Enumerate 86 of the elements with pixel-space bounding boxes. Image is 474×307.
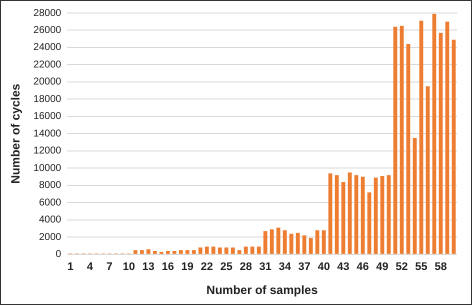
bar [250, 246, 254, 254]
y-tick-label: 2000 [38, 232, 62, 243]
bar [146, 249, 150, 254]
bar [334, 175, 339, 254]
y-tick-label: 24000 [33, 42, 62, 54]
x-tick-label: 28 [240, 261, 252, 274]
x-tick-label: 49 [376, 261, 388, 274]
bar [140, 250, 144, 254]
bar [282, 230, 287, 254]
x-tick-label: 31 [259, 261, 272, 274]
bar [178, 250, 183, 254]
bar [412, 138, 417, 254]
x-tick-label: 7 [106, 261, 112, 274]
bar [360, 176, 365, 254]
bar [289, 234, 294, 254]
x-tick-label: 25 [220, 261, 232, 274]
x-tick-label: 22 [200, 261, 214, 274]
bar [341, 182, 346, 254]
bar [452, 40, 456, 254]
x-tick-label: 40 [318, 261, 330, 274]
bar [432, 14, 436, 254]
bar [230, 248, 235, 254]
x-tick-label: 58 [434, 261, 447, 274]
y-tick-label: 8000 [38, 180, 62, 192]
bar [438, 32, 443, 254]
x-tick-label: 55 [415, 261, 428, 274]
bar [322, 230, 326, 254]
y-tick-label: 26000 [33, 24, 62, 36]
bar [211, 246, 216, 254]
bar [276, 228, 280, 254]
bar [244, 246, 248, 254]
bar [380, 176, 384, 254]
y-tick-label: 4000 [38, 214, 62, 226]
bar [386, 175, 391, 254]
x-axis-title: Number of samples [206, 283, 318, 298]
bar [256, 246, 261, 254]
bar [218, 248, 222, 254]
y-tick-label: 14000 [33, 128, 62, 140]
y-tick-label: 20000 [33, 76, 62, 88]
bar [263, 231, 268, 254]
x-tick-label: 4 [86, 261, 94, 274]
x-tick-label: 43 [337, 261, 350, 274]
x-tick-label: 46 [356, 261, 369, 274]
y-tick-label: 16000 [33, 111, 62, 122]
bar [185, 250, 190, 254]
bar [393, 26, 398, 254]
bar [224, 248, 228, 254]
x-tick-label: 34 [278, 261, 292, 274]
y-axis-title: Number of cycles [8, 83, 23, 184]
bar [302, 235, 306, 254]
bar [192, 250, 196, 254]
y-tick-label: 6000 [38, 197, 62, 208]
bar [166, 250, 170, 254]
bar [419, 20, 424, 254]
bar [198, 248, 202, 254]
bar [172, 250, 176, 254]
bar [400, 26, 404, 254]
bar [406, 44, 410, 254]
bar [237, 250, 242, 254]
y-tick-label: 10000 [33, 162, 62, 174]
x-tick-label: 16 [162, 261, 174, 274]
bar [354, 175, 358, 254]
x-tick-label: 1 [67, 261, 74, 274]
y-tick-label: 18000 [33, 94, 62, 105]
x-tick-label: 37 [298, 261, 310, 274]
x-tick-label: 52 [396, 261, 408, 274]
x-tick-label: 19 [181, 261, 194, 274]
bar [308, 238, 313, 254]
y-tick-label: 22000 [33, 59, 62, 70]
bar [133, 250, 138, 254]
bar [426, 86, 430, 254]
y-tick-label: 28000 [33, 8, 62, 19]
bar [445, 22, 450, 254]
bar [204, 246, 209, 254]
x-tick-label: 13 [142, 261, 155, 274]
y-tick-label: 12000 [33, 146, 62, 157]
bar [296, 232, 300, 254]
bar [367, 192, 372, 254]
bar [315, 230, 320, 254]
bar [328, 173, 332, 254]
y-tick-label: 0 [56, 249, 62, 260]
x-tick-label: 10 [122, 261, 136, 274]
bar [348, 172, 352, 254]
bar [152, 250, 157, 254]
bar [374, 178, 378, 254]
bar [270, 229, 274, 254]
